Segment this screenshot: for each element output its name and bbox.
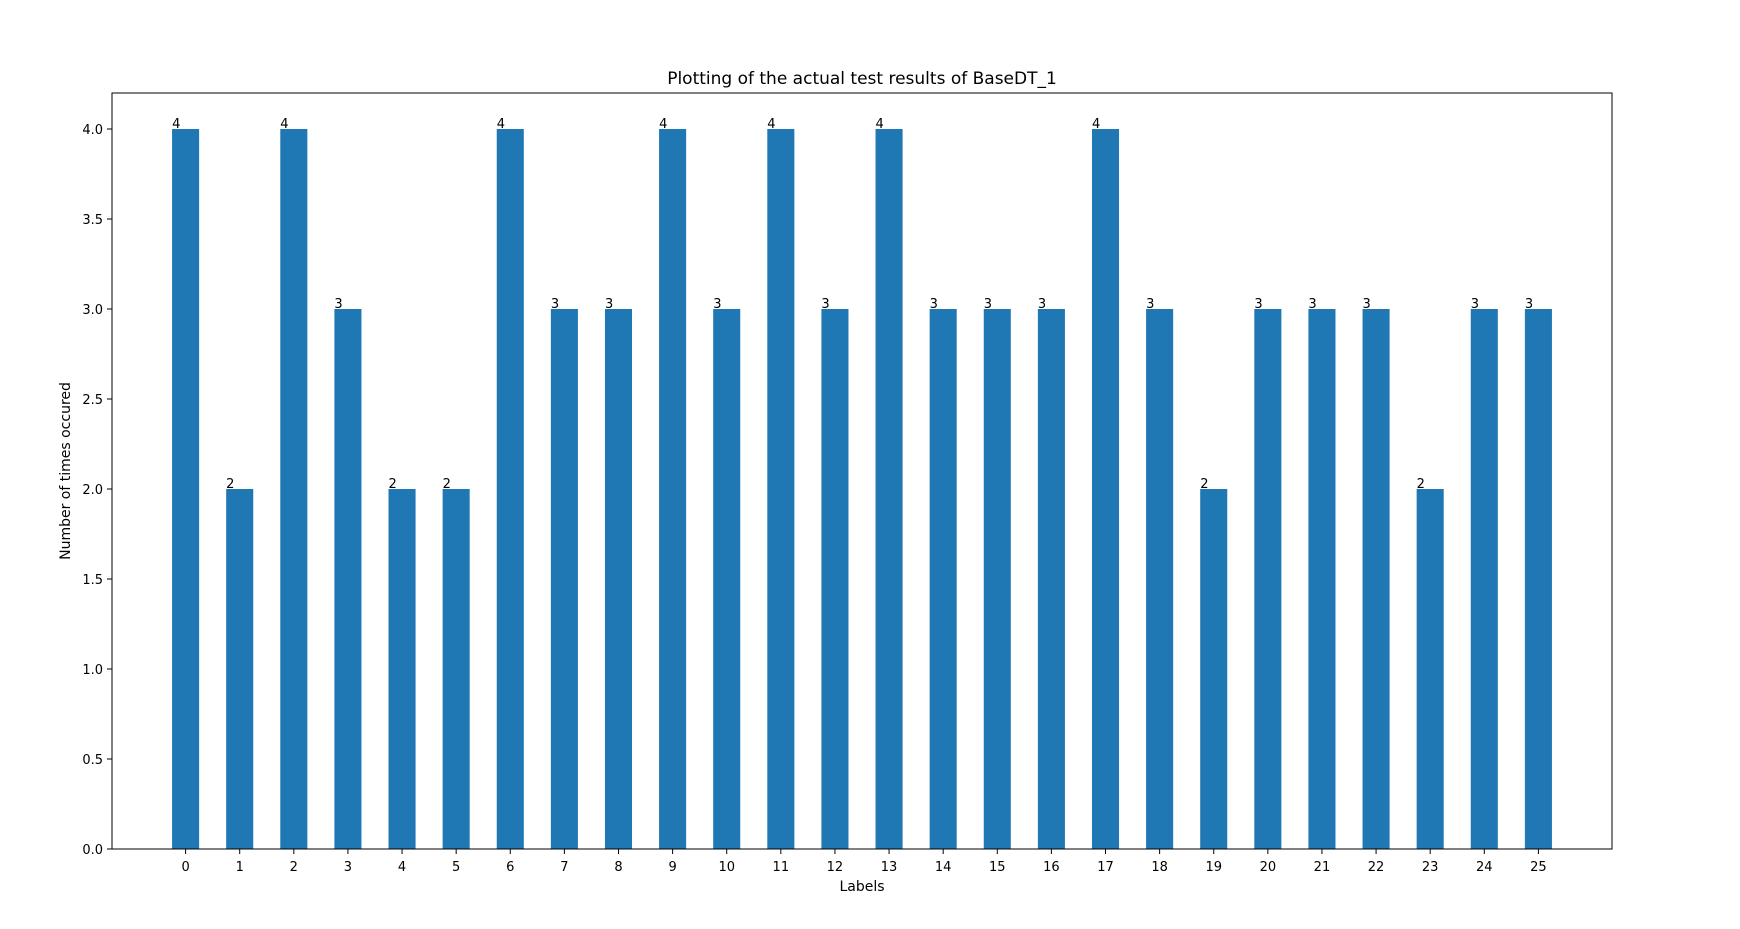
- data-label-14: 3: [930, 297, 938, 312]
- bar-11: [767, 129, 795, 849]
- x-tick-label: 9: [668, 860, 676, 875]
- y-tick-label: 4.0: [82, 123, 103, 138]
- x-tick-label: 13: [881, 860, 898, 875]
- x-tick-label: 8: [614, 860, 622, 875]
- y-tick-label: 0.0: [82, 843, 103, 858]
- y-tick-label: 1.5: [82, 573, 103, 588]
- x-tick-label: 17: [1097, 860, 1114, 875]
- y-tick-label: 0.5: [82, 753, 103, 768]
- bar-4: [388, 489, 416, 849]
- bar-15: [983, 309, 1011, 849]
- data-label-8: 3: [605, 297, 613, 312]
- data-label-5: 2: [443, 477, 451, 492]
- bar-12: [821, 309, 849, 849]
- x-tick-label: 12: [827, 860, 844, 875]
- bar-10: [713, 309, 741, 849]
- y-axis-label: Number of times occured: [58, 382, 74, 560]
- x-tick-label: 20: [1260, 860, 1277, 875]
- data-label-16: 3: [1038, 297, 1046, 312]
- x-axis-ticks: 0 1 2 3 4 5 6 7 8 9 10 11 12 13 14 15 16 17 18 19 20 21 22 23 24…: [181, 849, 1547, 875]
- bar-5: [442, 489, 470, 849]
- data-labels-group: 4 2 4 3 2 2 4 3 3 4 3 4 3 4 3 3 3 4 3 2 3 3 3 2 3 3: [172, 117, 1533, 492]
- data-label-19: 2: [1200, 477, 1208, 492]
- x-tick-label: 11: [773, 860, 790, 875]
- bar-2: [280, 129, 308, 849]
- data-label-17: 4: [1092, 117, 1100, 132]
- y-axis-ticks: 0.0 0.5 1.0 1.5 2.0 2.5 3.0 3.5 4.0: [82, 123, 112, 858]
- bars-group: [172, 129, 1552, 849]
- bar-7: [550, 309, 578, 849]
- data-label-9: 4: [659, 117, 667, 132]
- data-label-2: 4: [280, 117, 288, 132]
- chart-title: Plotting of the actual test results of B…: [667, 69, 1057, 89]
- data-label-6: 4: [497, 117, 505, 132]
- bar-9: [659, 129, 687, 849]
- x-tick-label: 19: [1205, 860, 1222, 875]
- bar-21: [1308, 309, 1336, 849]
- data-label-3: 3: [334, 297, 342, 312]
- data-label-21: 3: [1308, 297, 1316, 312]
- data-label-4: 2: [389, 477, 397, 492]
- x-tick-label: 14: [935, 860, 952, 875]
- x-tick-label: 24: [1476, 860, 1493, 875]
- data-label-10: 3: [713, 297, 721, 312]
- x-tick-label: 2: [290, 860, 298, 875]
- bar-8: [604, 309, 633, 849]
- x-axis-label: Labels: [839, 879, 884, 895]
- data-label-7: 3: [551, 297, 559, 312]
- x-tick-label: 15: [989, 860, 1006, 875]
- bar-24: [1470, 309, 1498, 849]
- x-tick-label: 25: [1530, 860, 1547, 875]
- bar-19: [1200, 489, 1228, 849]
- y-tick-label: 3.0: [82, 303, 103, 318]
- bar-17: [1091, 129, 1120, 849]
- bar-20: [1254, 309, 1282, 849]
- bar-18: [1146, 309, 1174, 849]
- bar-1: [226, 489, 254, 849]
- data-label-25: 3: [1525, 297, 1533, 312]
- data-label-23: 2: [1417, 477, 1425, 492]
- data-label-20: 3: [1254, 297, 1262, 312]
- bar-13: [875, 129, 903, 849]
- y-tick-label: 3.5: [82, 213, 103, 228]
- data-label-0: 4: [172, 117, 180, 132]
- bar-25: [1524, 309, 1552, 849]
- data-label-13: 4: [876, 117, 884, 132]
- x-tick-label: 3: [344, 860, 352, 875]
- bar-14: [929, 309, 957, 849]
- bar-22: [1362, 309, 1390, 849]
- x-tick-label: 0: [181, 860, 189, 875]
- x-tick-label: 5: [452, 860, 460, 875]
- y-tick-label: 1.0: [82, 663, 103, 678]
- x-tick-label: 1: [236, 860, 244, 875]
- y-tick-label: 2.5: [82, 393, 103, 408]
- x-tick-label: 22: [1368, 860, 1385, 875]
- bar-3: [334, 309, 362, 849]
- bar-0: [172, 129, 200, 849]
- data-label-1: 2: [226, 477, 234, 492]
- bar-6: [496, 129, 524, 849]
- x-tick-label: 4: [398, 860, 406, 875]
- bar-16: [1037, 309, 1065, 849]
- y-tick-label: 2.0: [82, 483, 103, 498]
- data-label-24: 3: [1471, 297, 1479, 312]
- data-label-11: 4: [767, 117, 775, 132]
- x-tick-label: 18: [1151, 860, 1168, 875]
- bar-23: [1416, 489, 1444, 849]
- x-tick-label: 16: [1043, 860, 1060, 875]
- plot-area-frame: [111, 92, 1613, 850]
- x-tick-label: 10: [718, 860, 735, 875]
- data-label-18: 3: [1146, 297, 1154, 312]
- x-tick-label: 6: [506, 860, 514, 875]
- x-tick-label: 23: [1422, 860, 1439, 875]
- x-tick-label: 7: [560, 860, 568, 875]
- data-label-22: 3: [1363, 297, 1371, 312]
- data-label-15: 3: [984, 297, 992, 312]
- data-label-12: 3: [821, 297, 829, 312]
- x-tick-label: 21: [1314, 860, 1331, 875]
